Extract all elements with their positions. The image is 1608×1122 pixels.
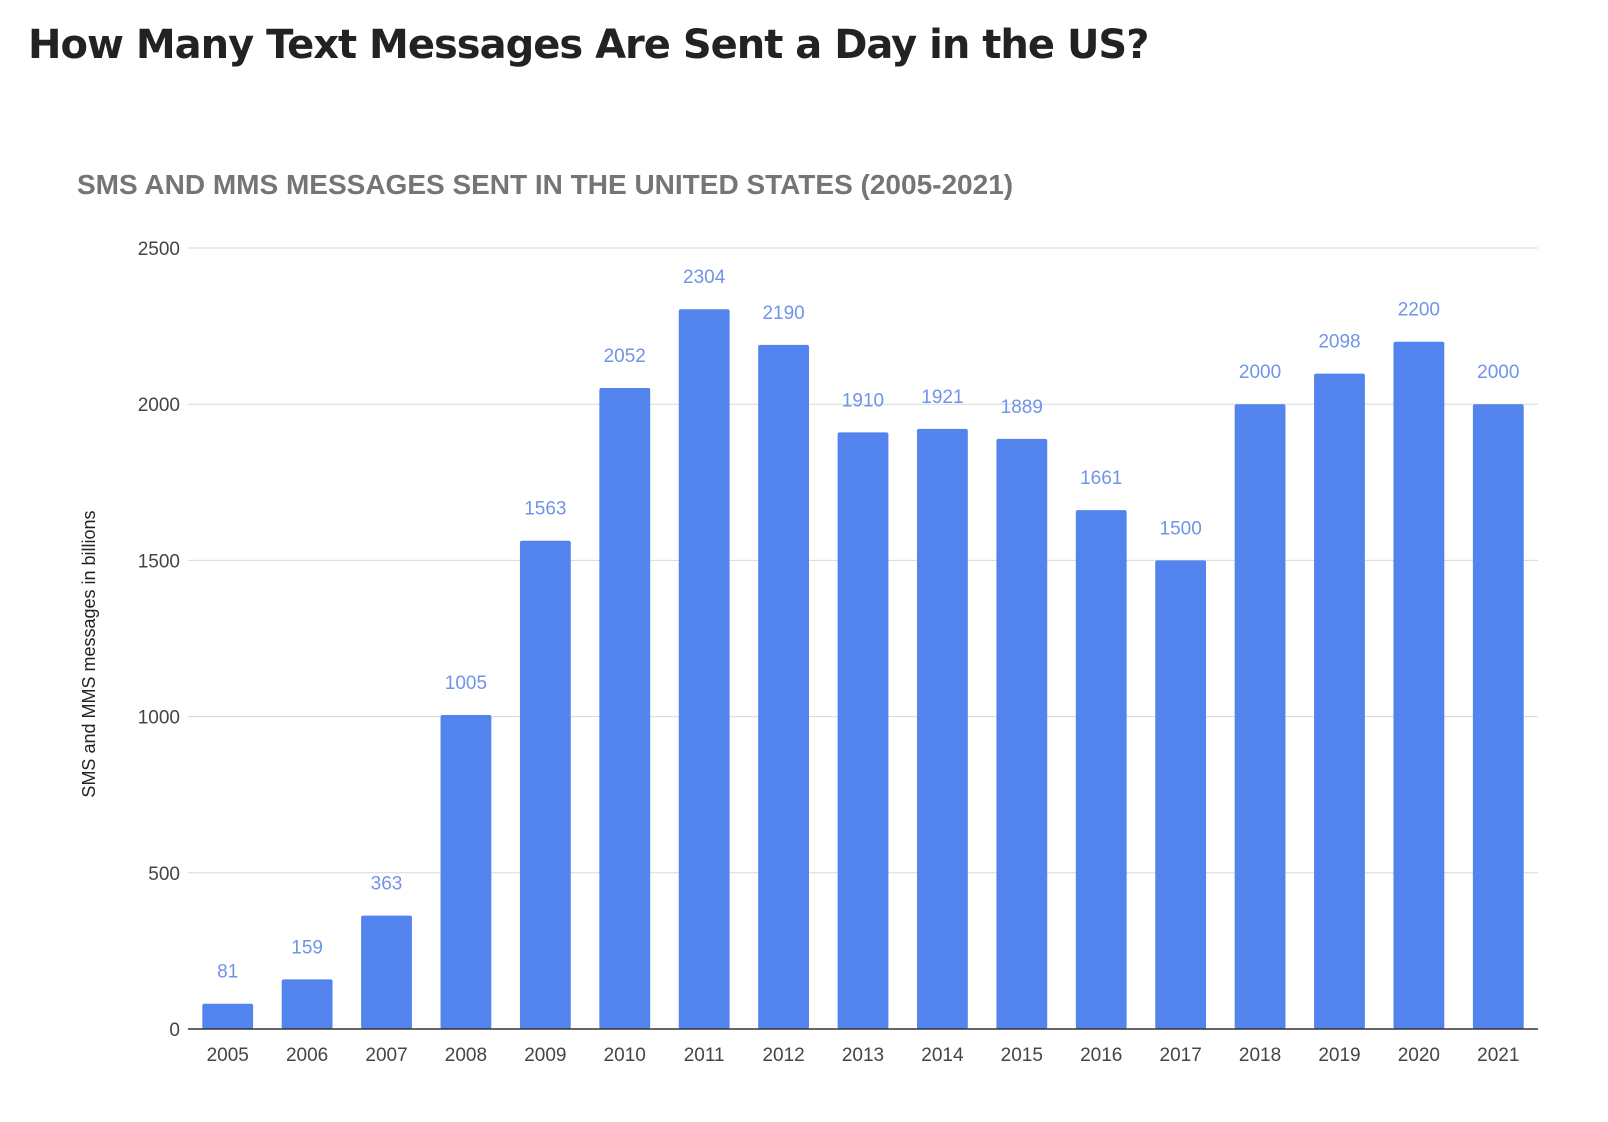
bar-2013 [837, 432, 889, 1029]
x-tick-label-2015: 2015 [1001, 1045, 1043, 1066]
data-label-2015: 1889 [1001, 397, 1043, 418]
x-tick-label-2021: 2021 [1477, 1045, 1519, 1066]
y-tick-label: 1500 [138, 551, 180, 572]
bar-2009 [519, 540, 571, 1029]
page-heading: How Many Text Messages Are Sent a Day in… [28, 22, 1149, 68]
x-tick-label-2011: 2011 [684, 1045, 725, 1066]
data-label-2014: 1921 [921, 387, 963, 408]
data-label-2011: 2304 [683, 267, 726, 288]
bar-2012 [758, 344, 809, 1029]
bar-2020 [1393, 341, 1445, 1030]
data-label-2016: 1661 [1080, 468, 1122, 489]
data-label-2019: 2098 [1318, 332, 1360, 353]
data-label-2008: 1005 [445, 673, 487, 694]
bar-2014 [917, 428, 968, 1029]
x-tick-label-2018: 2018 [1239, 1045, 1281, 1066]
data-label-2010: 2052 [604, 346, 646, 367]
y-tick-label: 2000 [138, 395, 180, 416]
data-label-2013: 1910 [842, 390, 884, 411]
x-tick-label-2019: 2019 [1318, 1045, 1360, 1066]
x-tick-label-2012: 2012 [762, 1045, 804, 1066]
bar-2018 [1234, 404, 1286, 1029]
data-label-2021: 2000 [1477, 362, 1519, 383]
data-label-2018: 2000 [1239, 362, 1281, 383]
bar-2021 [1472, 404, 1524, 1029]
data-label-2007: 363 [371, 874, 403, 895]
y-tick-label: 2500 [138, 239, 180, 260]
x-tick-label-2020: 2020 [1398, 1045, 1440, 1066]
bar-2007 [361, 915, 412, 1029]
x-tick-label-2009: 2009 [524, 1045, 566, 1066]
y-tick-label: 1000 [138, 708, 180, 729]
bar-2008 [440, 715, 492, 1029]
y-tick-label: 0 [169, 1020, 180, 1041]
x-tick-label-2007: 2007 [365, 1045, 407, 1066]
chart-title: SMS AND MMS MESSAGES SENT IN THE UNITED … [77, 169, 1013, 200]
x-tick-label-2014: 2014 [921, 1045, 964, 1066]
data-labels: 81 159 363 1005 1563 2052 2304 2190 1910 1921 1889… [217, 267, 1519, 982]
data-label-2012: 2190 [762, 303, 804, 324]
bar-2019 [1314, 373, 1365, 1029]
x-tick-label-2010: 2010 [604, 1045, 646, 1066]
y-axis-label: SMS and MMS messages in billions [79, 510, 99, 797]
bar-2011 [678, 309, 730, 1029]
bar-2010 [599, 387, 651, 1029]
y-tick-label: 500 [148, 864, 180, 885]
y-axis-ticks: 0 500 1000 1500 2000 2500 [138, 239, 180, 1041]
data-label-2020: 2200 [1398, 300, 1440, 321]
x-tick-label-2016: 2016 [1080, 1045, 1122, 1066]
x-tick-label-2013: 2013 [842, 1045, 884, 1066]
bar-2005 [202, 1003, 254, 1029]
x-tick-label-2017: 2017 [1160, 1045, 1202, 1066]
x-tick-label-2006: 2006 [286, 1045, 328, 1066]
data-label-2005: 81 [217, 962, 238, 983]
data-label-2009: 1563 [524, 499, 566, 520]
bar-2016 [1075, 510, 1127, 1029]
bar-2015 [996, 438, 1048, 1029]
bars [202, 309, 1524, 1030]
data-label-2017: 1500 [1160, 518, 1202, 539]
x-tick-label-2008: 2008 [445, 1045, 487, 1066]
data-label-2006: 159 [291, 937, 323, 958]
bar-2017 [1155, 560, 1207, 1029]
x-tick-label-2005: 2005 [207, 1045, 249, 1066]
bar-2006 [281, 979, 333, 1029]
x-axis-ticks: 2005 2006 2007 2008 2009 2010 2011 2012 2013 2014… [207, 1045, 1520, 1066]
